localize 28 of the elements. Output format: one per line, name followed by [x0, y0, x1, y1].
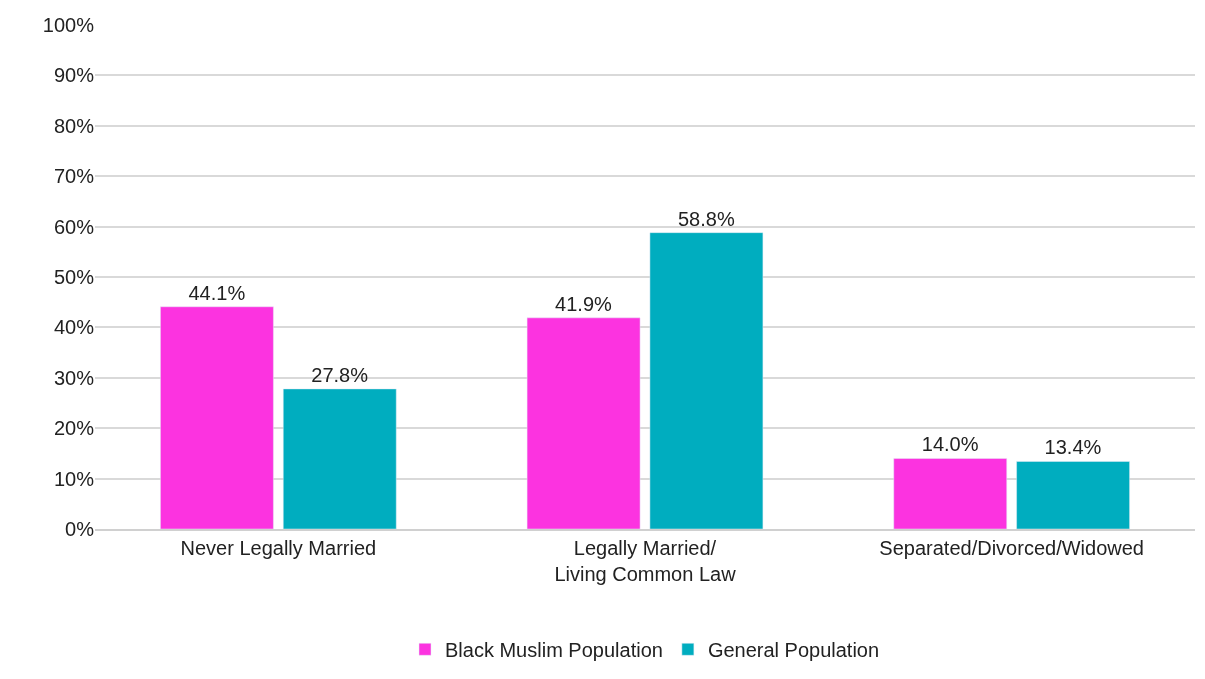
data-label: 14.0%: [921, 433, 979, 456]
y-tick-label: 20%: [53, 417, 95, 440]
bar: [283, 388, 397, 529]
data-label: 27.8%: [311, 363, 369, 386]
y-tick-label: 10%: [53, 467, 95, 490]
data-label: 41.9%: [555, 292, 613, 315]
bar: [893, 458, 1007, 529]
x-tick-label: Never Legally Married: [180, 536, 377, 559]
data-label: 44.1%: [188, 281, 246, 304]
y-tick-label: 100%: [42, 14, 95, 36]
legend-label: General Population: [707, 639, 880, 662]
y-tick-label: 30%: [53, 366, 95, 389]
y-tick-label: 80%: [53, 114, 95, 137]
bar: [160, 306, 274, 529]
y-tick-label: 50%: [53, 266, 95, 288]
y-tick-label: 0%: [65, 518, 95, 540]
bar: [526, 317, 641, 529]
bar: [1016, 461, 1130, 529]
bar: [649, 232, 764, 529]
y-tick-label: 60%: [53, 215, 95, 238]
x-tick-label: Legally Married/ Living Common Law: [554, 536, 737, 585]
legend-label: Black Muslim Population: [445, 639, 663, 662]
y-tick-label: 90%: [53, 64, 95, 87]
y-tick-label: 40%: [53, 316, 95, 339]
y-tick-label: 70%: [53, 165, 95, 188]
x-tick-label: Separated/Divorced/Widowed: [879, 536, 1144, 559]
data-label: 13.4%: [1044, 436, 1102, 459]
data-label: 58.8%: [677, 207, 735, 230]
